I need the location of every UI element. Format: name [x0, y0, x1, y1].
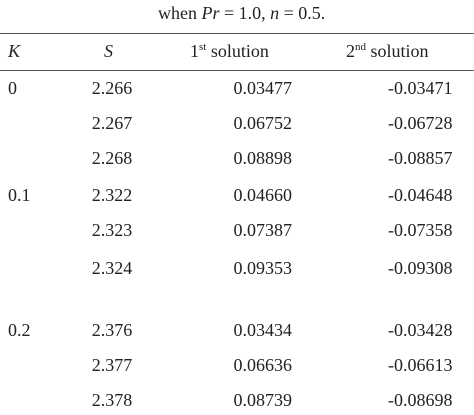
header-num: 2 — [346, 41, 355, 61]
s-cell: 2.267 — [91, 113, 133, 133]
header-text: solution — [370, 41, 429, 61]
second-solution-cell: -0.09308 — [388, 258, 453, 278]
header-num: 1 — [190, 41, 199, 61]
second-solution-cell: -0.04648 — [388, 185, 453, 205]
s-cell: 2.266 — [91, 78, 133, 98]
top-rule — [0, 33, 474, 34]
first-solution-cell: 0.06752 — [233, 113, 293, 133]
header-sup: st — [199, 41, 207, 53]
second-solution-cell: -0.06613 — [388, 355, 453, 375]
caption-text: when — [158, 3, 197, 23]
k-cell: 0.1 — [8, 185, 31, 205]
header-first: 1st solution — [190, 41, 269, 61]
s-cell: 2.376 — [91, 320, 133, 340]
second-solution-cell: -0.08857 — [388, 148, 453, 168]
caption-text: = 1.0, — [224, 3, 266, 23]
s-cell: 2.378 — [91, 390, 133, 410]
s-cell: 2.324 — [91, 258, 133, 278]
header-k: K — [8, 41, 21, 61]
first-solution-cell: 0.03434 — [233, 320, 293, 340]
second-solution-cell: -0.03428 — [388, 320, 453, 340]
s-cell: 2.268 — [91, 148, 133, 168]
s-cell: 2.377 — [91, 355, 133, 375]
header-s: S — [104, 41, 113, 61]
caption-var: Pr — [201, 3, 220, 23]
first-solution-cell: 0.08898 — [233, 148, 293, 168]
first-solution-cell: 0.07387 — [233, 220, 293, 240]
header-second: 2nd solution — [346, 41, 429, 61]
second-solution-cell: -0.03471 — [388, 78, 453, 98]
second-solution-cell: -0.07358 — [388, 220, 453, 240]
first-solution-cell: 0.06636 — [233, 355, 293, 375]
first-solution-cell: 0.09353 — [233, 258, 293, 278]
caption-text: = 0.5. — [283, 3, 326, 23]
first-solution-cell: 0.08739 — [233, 390, 293, 410]
k-cell: 0.2 — [8, 320, 31, 340]
s-cell: 2.322 — [91, 185, 133, 205]
header-rule — [0, 70, 474, 71]
header-sup: nd — [355, 41, 366, 53]
k-cell: 0 — [8, 78, 17, 98]
header-text: solution — [210, 41, 269, 61]
second-solution-cell: -0.06728 — [388, 113, 453, 133]
caption-var: n — [270, 3, 280, 23]
first-solution-cell: 0.04660 — [233, 185, 293, 205]
s-cell: 2.323 — [91, 220, 133, 240]
table-caption: when Pr = 1.0, n = 0.5. — [158, 3, 325, 23]
second-solution-cell: -0.08698 — [388, 390, 453, 410]
first-solution-cell: 0.03477 — [233, 78, 293, 98]
